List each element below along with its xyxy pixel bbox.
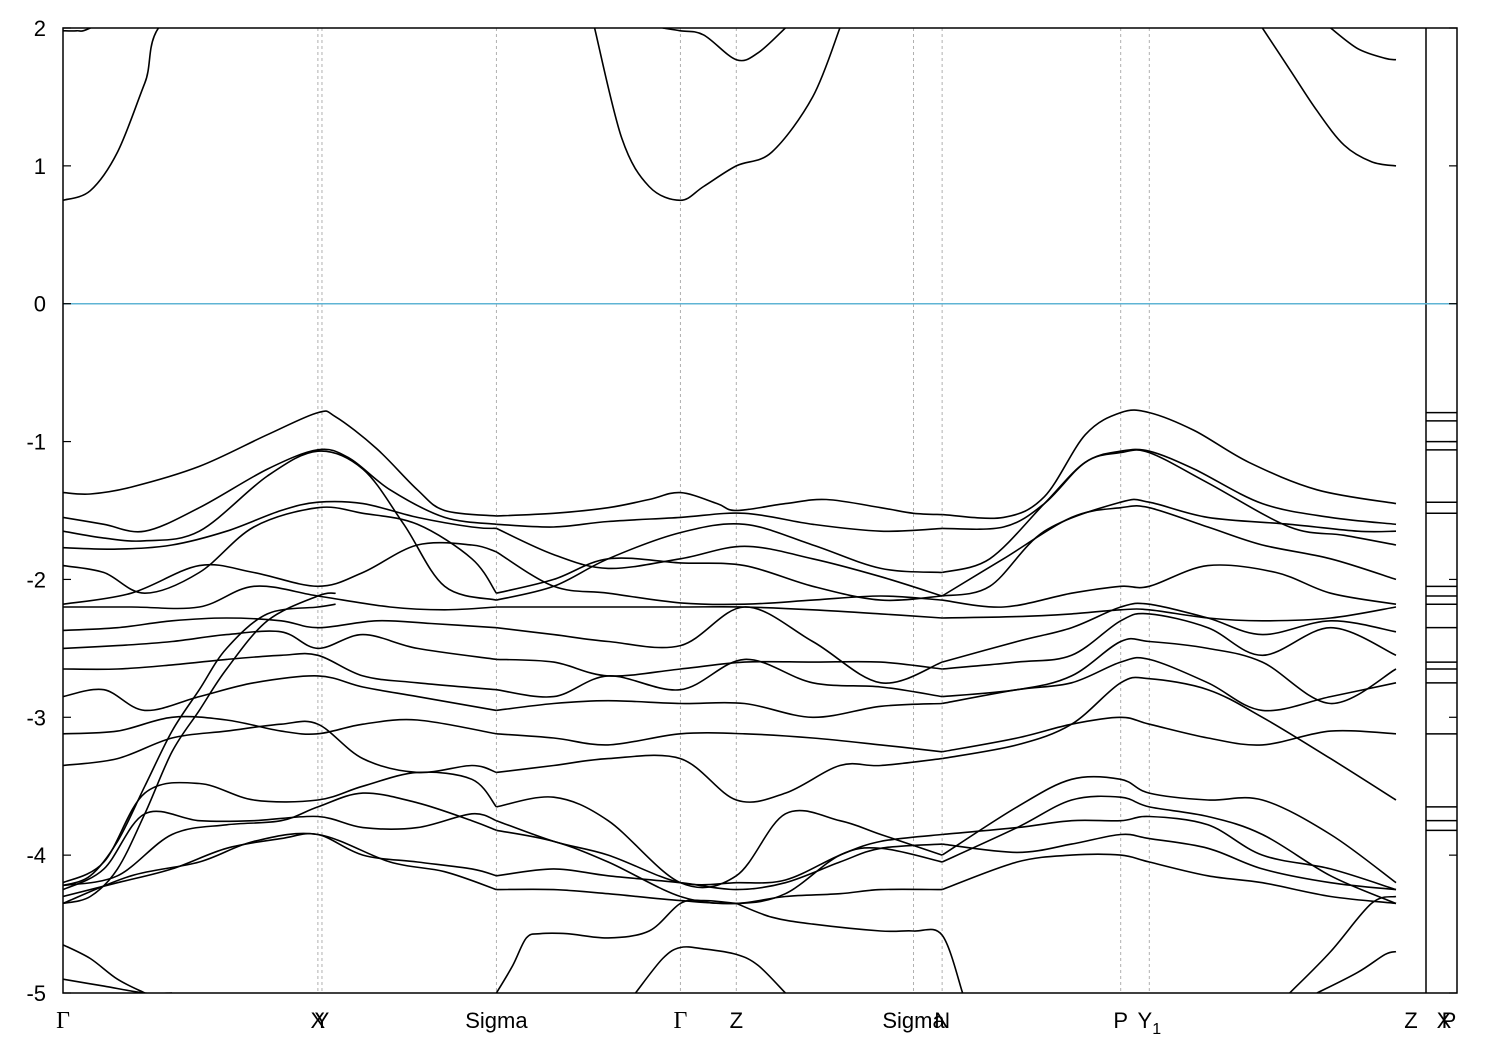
band-line (496, 796, 943, 889)
band-line (63, 675, 497, 712)
band-line (942, 606, 1397, 622)
band-line (63, 28, 160, 202)
kpoint-label: P (1113, 1008, 1128, 1033)
y-axis: -5 -4 -3 -2 -1 0 1 2 (26, 16, 1457, 1006)
band-line (1330, 28, 1397, 61)
band-line (662, 28, 786, 62)
y-tick-label: -2 (26, 567, 46, 592)
band-line (1261, 28, 1397, 167)
kpoint-label: Y (315, 1008, 330, 1033)
band-line (496, 523, 943, 601)
band-line (942, 815, 1397, 891)
band-line (63, 617, 497, 632)
band-line (63, 792, 497, 887)
band-line (496, 843, 943, 891)
kpoint-label: Γ (674, 1008, 688, 1034)
band-line (496, 512, 943, 533)
kpoint-label: Sigma (882, 1008, 945, 1033)
band-line (496, 819, 943, 886)
kpoint-label: N (934, 1008, 950, 1033)
band-line (1316, 950, 1397, 993)
band-line (736, 902, 964, 993)
band-line (496, 732, 943, 753)
band-line (941, 853, 1397, 905)
band-lines (63, 28, 1397, 993)
band-line (941, 602, 1397, 663)
band-line (63, 771, 498, 884)
band-line (63, 832, 497, 898)
band-line (63, 978, 172, 993)
band-line (941, 449, 1397, 574)
y-tick-label: 0 (34, 292, 46, 317)
kpoint-label: X (311, 1008, 326, 1033)
band-line (941, 716, 1397, 753)
band-line (496, 527, 943, 597)
band-line (63, 832, 497, 905)
band-line (941, 498, 1397, 597)
band-line (63, 500, 497, 550)
band-line (63, 630, 497, 661)
band-line (496, 491, 943, 517)
band-line (496, 754, 943, 803)
band-line (63, 541, 497, 605)
band-line (942, 564, 1397, 608)
band-line (63, 28, 93, 32)
kpoint-label: X (1437, 1008, 1452, 1033)
band-line (63, 506, 498, 595)
band-line (941, 505, 1397, 597)
band-line (63, 715, 497, 736)
band-line (495, 551, 943, 606)
dos-panel (1426, 411, 1457, 832)
band-line (63, 592, 336, 905)
y-tick-label: 2 (34, 16, 46, 41)
y-tick-label: -1 (26, 430, 46, 455)
plot-frame (62, 27, 1458, 994)
band-line (63, 810, 497, 891)
band-line (496, 605, 943, 619)
kpoint-label: Y1 (1138, 1008, 1162, 1038)
band-line (942, 409, 1397, 520)
band-line (942, 612, 1397, 670)
band-line (496, 606, 943, 684)
band-line (63, 410, 497, 517)
band-line (496, 829, 943, 905)
band-line (942, 637, 1397, 705)
kpoint-grid-lines (317, 28, 1427, 993)
band-line (634, 946, 786, 993)
kpoint-label: Sigma (465, 1008, 528, 1033)
y-tick-label: 1 (34, 154, 46, 179)
band-line (1289, 895, 1397, 993)
y-tick-label: -4 (26, 843, 46, 868)
band-line (63, 603, 336, 887)
band-line (593, 28, 841, 202)
band-line (941, 676, 1397, 801)
kpoint-label: Γ (56, 1008, 70, 1034)
band-line (63, 585, 497, 611)
band-line (941, 775, 1397, 884)
band-line (63, 448, 497, 533)
band-line (63, 720, 497, 774)
band-line (495, 899, 737, 993)
band-line (63, 652, 497, 691)
band-line (63, 450, 497, 601)
band-line (496, 658, 943, 698)
band-line (496, 557, 943, 602)
band-line (941, 795, 1397, 905)
band-line (496, 658, 943, 677)
y-tick-label: -5 (26, 981, 46, 1006)
band-line (942, 833, 1397, 891)
band-line (63, 944, 146, 993)
kpoint-label: Z (1404, 1008, 1417, 1033)
kpoint-label: Z (730, 1008, 743, 1033)
band-line (941, 656, 1397, 712)
kpoint-label: P (1442, 1008, 1457, 1033)
y-tick-label: -3 (26, 705, 46, 730)
band-line (496, 699, 943, 719)
